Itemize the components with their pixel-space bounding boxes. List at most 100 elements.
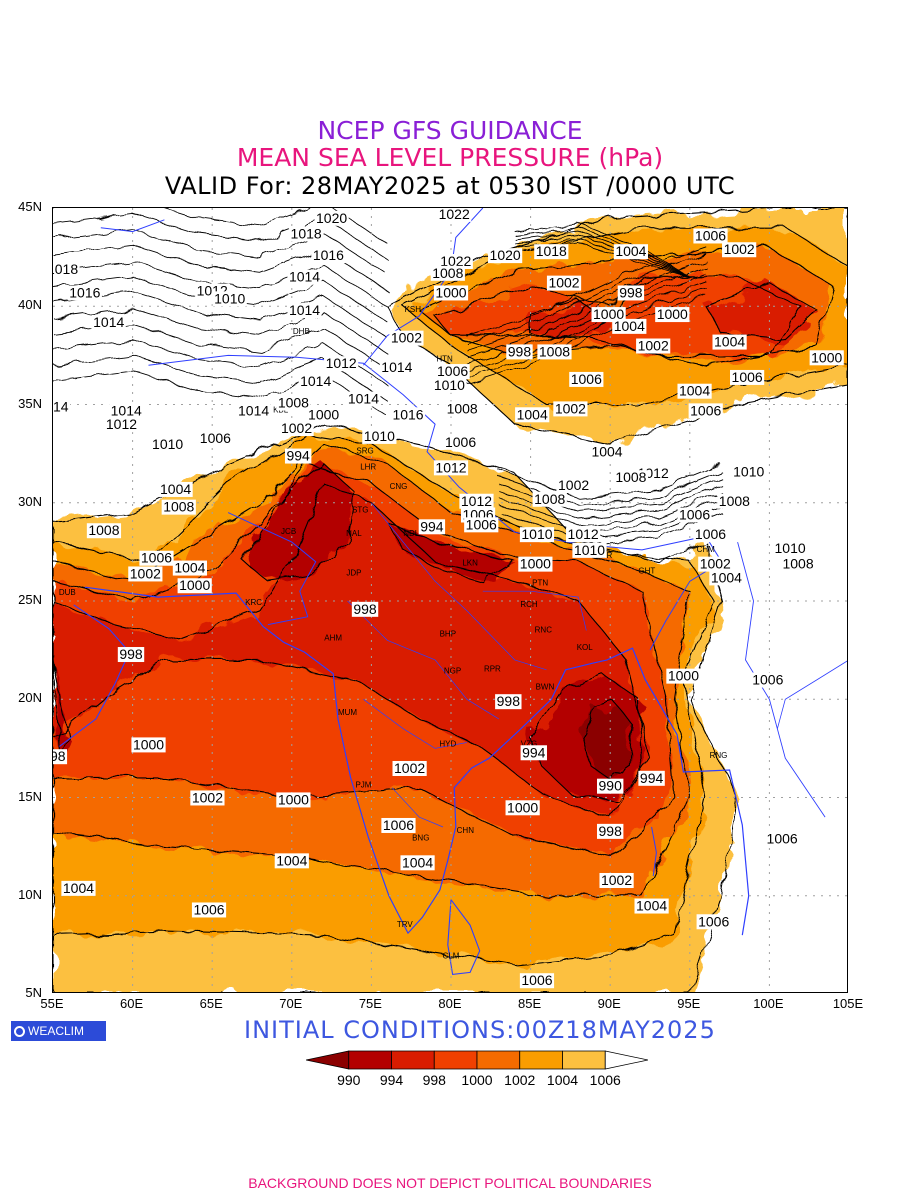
city-label: SRG	[356, 447, 373, 456]
contour-label: 1008	[86, 522, 122, 539]
contour-label: 1000	[505, 799, 540, 816]
contour-label-text: 1006	[141, 550, 172, 566]
contour-label-bg	[638, 770, 665, 786]
contour-label-text: 1000	[593, 306, 624, 322]
city-label: KRC	[245, 598, 262, 607]
coastline-andaman	[651, 826, 657, 877]
contour-label-bg	[435, 364, 470, 380]
city-label: LHR	[360, 462, 376, 471]
contour-label-bg	[298, 373, 333, 389]
contour-label-text: 998	[508, 343, 532, 359]
contour-label: 1004	[515, 406, 550, 423]
isobar-himalaya-gradient	[498, 463, 722, 499]
contour-label: 1010	[572, 542, 607, 558]
contour-label-text: 1010	[574, 542, 605, 558]
contour-label: 1004	[634, 898, 669, 914]
contour-label-text: 1000	[435, 284, 466, 300]
contour-label-bg	[518, 556, 553, 572]
contour-label-text: 1004	[615, 243, 646, 259]
contour-label: 1006	[677, 507, 712, 523]
colorbar-label: 990	[337, 1072, 361, 1088]
contour-label: 1002	[546, 275, 582, 291]
contour-label-text: 1006	[383, 817, 414, 833]
lon-label: 60E	[120, 996, 144, 1011]
contour-label-text: 1008	[539, 343, 570, 359]
lon-label: 90E	[597, 996, 621, 1011]
contour-label-text: 1002	[281, 420, 312, 436]
contour-label-bg	[731, 464, 766, 480]
city-label: CNG	[390, 482, 408, 491]
contour-label-bg	[445, 401, 480, 417]
contour-label-text: 1006	[767, 831, 798, 847]
contour-label: 1006	[198, 430, 233, 446]
contour-label: 1012	[566, 526, 601, 543]
contour-label: 1014	[379, 359, 414, 376]
contour-label: 1000	[306, 406, 341, 423]
fill-994-998	[53, 483, 650, 818]
contour-label-text: 1014	[238, 402, 269, 418]
lon-label: 100E	[753, 996, 784, 1011]
lon-label: 70E	[279, 996, 303, 1011]
contour-label: 1002	[599, 872, 634, 888]
isobar-990-994-north	[386, 521, 517, 582]
contour-label: 1004	[613, 243, 648, 260]
contour-label: 1014	[53, 398, 71, 415]
contour-label-bg	[464, 517, 499, 533]
contour-label: 1000	[666, 668, 701, 684]
contour-label: 1004	[61, 880, 96, 896]
fill-990-994-sw	[53, 659, 69, 759]
contour-label: 1018	[289, 226, 324, 242]
contour-label-text: 1008	[782, 556, 813, 572]
contour-label: 1004	[712, 334, 747, 350]
contour-label: 1006	[443, 434, 478, 450]
contour-label-bg	[519, 973, 555, 989]
contour-label-bg	[109, 403, 144, 419]
contour-label-bg	[104, 417, 139, 433]
state-boundary	[391, 787, 444, 828]
contour-label-bg	[53, 261, 80, 277]
contour-label: 1006	[693, 227, 728, 244]
contour-label: 1000	[591, 306, 626, 323]
contour-label: 1008	[276, 395, 311, 411]
contour-label-bg	[131, 737, 166, 753]
contour-label-text: 994	[286, 448, 310, 464]
contour-label-bg	[666, 668, 701, 684]
isobar-tarim-gradient	[466, 287, 706, 379]
city-label: PTN	[532, 578, 548, 587]
lat-label: 10N	[18, 886, 42, 902]
contour-label-bg	[506, 344, 533, 360]
city-label: NGP	[444, 667, 461, 676]
contour-label-bg	[432, 377, 467, 393]
contour-label-text: 1014	[381, 359, 412, 375]
contour-label: 1016	[311, 247, 346, 264]
contour-label-bg	[537, 344, 572, 360]
contour-label-text: 1006	[698, 913, 729, 929]
contour-label-bg	[212, 291, 247, 307]
boundary-aral	[100, 219, 165, 233]
isobar-tienshan	[514, 231, 690, 278]
contour-label-text: 1002	[558, 477, 589, 493]
contour-label: 1008	[780, 556, 816, 572]
lat-label: 20N	[18, 690, 42, 706]
contour-label-bg	[546, 275, 582, 291]
contour-label-bg	[597, 823, 624, 839]
contour-label: 1010	[362, 428, 397, 444]
contour-label-bg	[730, 369, 765, 385]
contour-label: 1006	[464, 516, 499, 533]
contour-label-bg	[693, 527, 728, 543]
contour-label: 998	[495, 693, 522, 710]
isobar-below-990	[584, 700, 634, 781]
contour-label-text: 1022	[439, 208, 470, 222]
footer-disclaimer: BACKGROUND DOES NOT DEPICT POLITICAL BOU…	[248, 1175, 652, 1191]
contour-label: 1006	[435, 363, 470, 380]
contour-label-bg	[688, 403, 723, 419]
isobar-1004-1006	[53, 423, 739, 992]
city-label: CHN	[457, 826, 475, 835]
contour-label-bg	[613, 244, 648, 260]
contour-label-text: 1000	[657, 306, 688, 322]
lat-label: 40N	[18, 297, 42, 313]
contour-label-text: 1010	[364, 428, 395, 444]
contour-label: 1000	[276, 791, 311, 808]
contour-label-bg	[505, 800, 540, 816]
contour-label-bg	[314, 210, 349, 226]
